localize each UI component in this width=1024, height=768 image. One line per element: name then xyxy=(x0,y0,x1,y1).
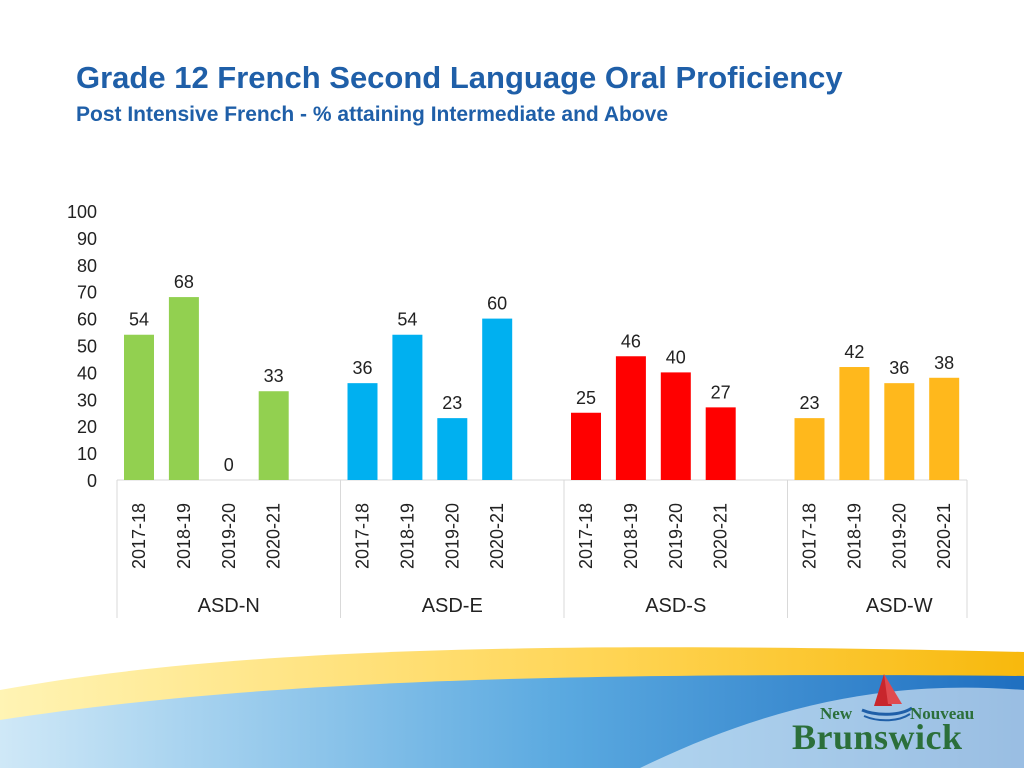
bar xyxy=(168,297,199,480)
x-tick-label: 2020-21 xyxy=(487,503,507,569)
page-title: Grade 12 French Second Language Oral Pro… xyxy=(76,60,843,95)
y-tick-label: 40 xyxy=(77,363,97,383)
y-tick-label: 0 xyxy=(87,471,97,491)
data-label: 36 xyxy=(352,358,372,378)
y-tick-label: 10 xyxy=(77,444,97,464)
data-label: 23 xyxy=(442,393,462,413)
x-tick-label: 2019-20 xyxy=(442,503,462,569)
group-label: ASD-E xyxy=(422,595,483,617)
y-tick-label: 90 xyxy=(77,229,97,249)
page-subtitle: Post Intensive French - % attaining Inte… xyxy=(76,103,668,126)
data-label: 0 xyxy=(224,455,234,475)
data-label: 60 xyxy=(487,294,507,314)
x-tick-label: 2018-19 xyxy=(397,503,417,569)
logo-text-brunswick: Brunswick xyxy=(792,717,963,757)
x-tick-label: 2020-21 xyxy=(711,503,731,569)
x-tick-label: 2020-21 xyxy=(264,503,284,569)
x-tick-label: 2019-20 xyxy=(666,503,686,569)
bar xyxy=(660,372,691,480)
data-label: 46 xyxy=(621,331,641,351)
sailboat-icon xyxy=(861,674,913,722)
bar xyxy=(929,377,960,480)
x-tick-label: 2017-18 xyxy=(800,503,820,569)
y-tick-label: 50 xyxy=(77,337,97,357)
x-tick-label: 2018-19 xyxy=(844,503,864,569)
y-tick-label: 60 xyxy=(77,310,97,330)
x-tick-label: 2017-18 xyxy=(353,503,373,569)
bar xyxy=(794,418,825,480)
bar xyxy=(258,391,289,480)
x-tick-label: 2020-21 xyxy=(934,503,954,569)
data-label: 36 xyxy=(889,358,909,378)
data-label: 42 xyxy=(844,342,864,362)
bar xyxy=(437,418,468,480)
bar xyxy=(705,407,736,480)
x-tick-label: 2017-18 xyxy=(129,503,149,569)
y-tick-label: 20 xyxy=(77,417,97,437)
logo-text-new: New xyxy=(820,704,853,723)
group-label: ASD-S xyxy=(645,595,706,617)
y-tick-label: 70 xyxy=(77,283,97,303)
x-tick-label: 2018-19 xyxy=(174,503,194,569)
bar xyxy=(347,383,378,480)
bar xyxy=(482,318,513,480)
data-label: 38 xyxy=(934,353,954,373)
group-label: ASD-W xyxy=(866,595,933,617)
bar xyxy=(124,334,154,480)
logo-text-nouveau: Nouveau xyxy=(910,704,975,723)
group-label: ASD-N xyxy=(198,595,260,617)
bar xyxy=(571,412,601,480)
bar xyxy=(615,356,646,480)
data-label: 68 xyxy=(174,272,194,292)
data-label: 25 xyxy=(576,388,596,408)
x-tick-label: 2019-20 xyxy=(219,503,239,569)
y-tick-label: 100 xyxy=(67,202,97,222)
x-tick-label: 2019-20 xyxy=(889,503,909,569)
new-brunswick-logo: New Nouveau Brunswick xyxy=(792,670,1007,757)
data-label: 40 xyxy=(666,347,686,367)
data-label: 33 xyxy=(264,366,284,386)
bar xyxy=(392,334,423,480)
x-tick-label: 2018-19 xyxy=(621,503,641,569)
bar xyxy=(884,383,915,480)
data-label: 23 xyxy=(799,393,819,413)
x-tick-label: 2017-18 xyxy=(576,503,596,569)
y-tick-label: 80 xyxy=(77,256,97,276)
data-label: 54 xyxy=(397,310,417,330)
y-tick-label: 30 xyxy=(77,390,97,410)
data-label: 54 xyxy=(129,310,149,330)
bar xyxy=(839,367,870,480)
data-label: 27 xyxy=(711,382,731,402)
